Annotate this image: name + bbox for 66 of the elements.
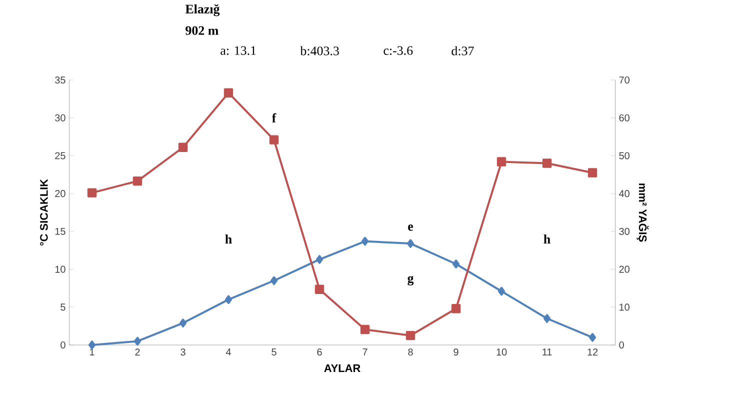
y-tick-label: 30	[55, 114, 66, 122]
point	[88, 340, 96, 350]
y-tick-label: 10	[55, 266, 66, 273]
text: d:37	[452, 46, 474, 56]
point	[178, 142, 188, 152]
y2-tick-label: 20	[619, 266, 630, 273]
text: a: 13.1	[220, 46, 256, 55]
point	[451, 304, 461, 314]
y2-tick-label: 60	[619, 114, 630, 122]
text: c:-3.6	[384, 46, 413, 55]
point	[361, 236, 369, 246]
point	[542, 158, 552, 168]
text: b:403.3	[300, 46, 339, 56]
point	[87, 188, 97, 198]
point	[406, 330, 416, 340]
y2-tick-label: 0	[619, 341, 624, 349]
point	[452, 260, 460, 268]
x-tick-label: 2	[135, 348, 140, 356]
x-axis-title: AYLAR	[324, 364, 360, 372]
x-tick-label: 4	[226, 348, 231, 356]
point	[588, 333, 596, 342]
annotation: f	[272, 113, 276, 122]
y-tick-label: 25	[55, 152, 66, 160]
y2-tick-label: 10	[620, 304, 630, 311]
point	[179, 318, 187, 328]
point	[496, 157, 506, 166]
point	[360, 324, 370, 334]
point	[224, 295, 232, 304]
y-axis-title: °C SICAKLIK	[40, 179, 48, 246]
point	[588, 168, 598, 178]
point	[269, 135, 279, 144]
point	[406, 239, 414, 248]
y-tick-label: 5	[60, 304, 66, 311]
annotation: h	[225, 234, 232, 244]
point	[314, 284, 324, 294]
annotation: h	[544, 234, 550, 244]
y-tick-label: 15	[55, 228, 66, 235]
y2-axis-title: mm² YAĞIŞ	[636, 184, 649, 242]
y-tick-label: 0	[60, 341, 66, 349]
point	[134, 336, 142, 346]
x-tick-label: 8	[408, 348, 413, 356]
x-tick-label: 7	[362, 348, 368, 356]
point	[498, 286, 506, 296]
y-tick-label: 20	[55, 190, 66, 198]
x-tick-label: 11	[542, 348, 552, 356]
annotation: e	[408, 224, 414, 231]
annotation: g	[408, 276, 414, 286]
y2-tick-label: 50	[619, 152, 630, 160]
x-tick-label: 6	[317, 348, 322, 356]
point	[224, 88, 234, 98]
y2-tick-label: 40	[619, 190, 630, 198]
x-tick-label: 1	[90, 348, 94, 356]
x-tick-label: 9	[454, 348, 458, 356]
point	[132, 176, 142, 186]
y2-tick-label: 30	[619, 228, 630, 235]
chart-subtitle: 902 m	[186, 26, 218, 35]
chart-title: Elazığ	[185, 4, 220, 16]
y2-tick-label: 70	[619, 76, 630, 84]
y-tick-label: 35	[55, 76, 66, 84]
point	[543, 314, 551, 323]
x-tick-label: 3	[180, 348, 186, 356]
point	[270, 276, 278, 286]
x-tick-label: 12	[588, 348, 598, 356]
x-tick-label: 10	[496, 348, 507, 356]
point	[316, 255, 324, 264]
x-tick-label: 5	[272, 348, 276, 356]
